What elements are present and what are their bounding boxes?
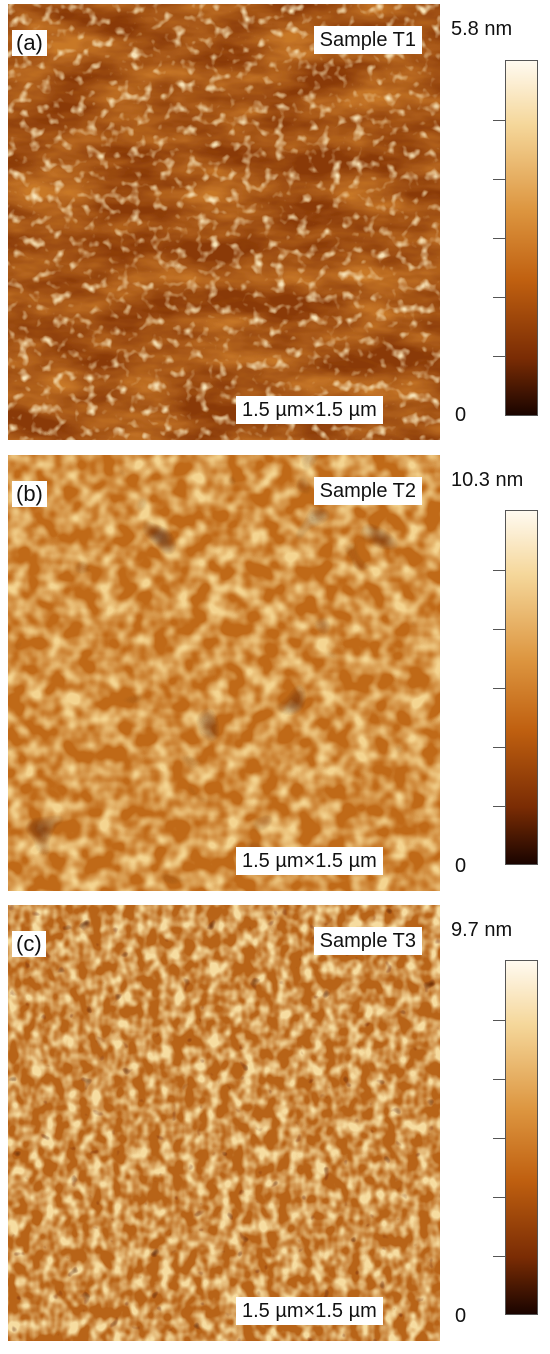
sample-label-t3: Sample T3 [313,927,422,955]
colorbar-min-b: 0 [455,855,467,877]
panel-letter-a: (a) [12,30,47,56]
colorbar-tick [493,238,505,239]
colorbar-tick [493,570,505,571]
sample-label-t2: Sample T2 [313,477,422,505]
afm-image-b [8,455,440,891]
afm-panel-b: (b) Sample T2 1.5 µm×1.5 µm 10.3 nm 0 [0,455,550,895]
colorbar-tick [493,1138,505,1139]
colorbar-max-b: 10.3 nm [451,469,524,491]
afm-height-map-b [8,455,440,891]
afm-panel-a: (a) Sample T1 1.5 µm×1.5 µm 5.8 nm 0 [0,4,550,444]
colorbar-tick [493,747,505,748]
colorbar-min-a: 0 [455,404,467,426]
afm-image-c [8,905,440,1341]
colorbar-a [505,60,538,416]
sample-label-t1: Sample T1 [313,26,422,54]
colorbar-max-a: 5.8 nm [451,18,513,40]
panel-letter-c: (c) [12,931,46,957]
colorbar-tick [493,806,505,807]
colorbar-tick [493,297,505,298]
colorbar-tick [493,1197,505,1198]
colorbar-tick [493,688,505,689]
colorbar-tick [493,1020,505,1021]
colorbar-b [505,510,538,865]
colorbar-tick [493,1256,505,1257]
colorbar-tick [493,1079,505,1080]
panel-letter-b: (b) [12,481,47,507]
colorbar-tick [493,629,505,630]
scale-label-b: 1.5 µm×1.5 µm [236,847,383,875]
colorbar-tick [493,356,505,357]
colorbar-c [505,960,538,1315]
afm-height-map-a [8,4,440,440]
scale-label-a: 1.5 µm×1.5 µm [236,396,383,424]
colorbar-tick [493,120,505,121]
colorbar-max-c: 9.7 nm [451,919,513,941]
afm-height-map-c [8,905,440,1341]
afm-image-a [8,4,440,440]
afm-panel-c: (c) Sample T3 1.5 µm×1.5 µm 9.7 nm 0 [0,905,550,1345]
scale-label-c: 1.5 µm×1.5 µm [236,1297,383,1325]
colorbar-tick [493,179,505,180]
colorbar-min-c: 0 [455,1305,467,1327]
